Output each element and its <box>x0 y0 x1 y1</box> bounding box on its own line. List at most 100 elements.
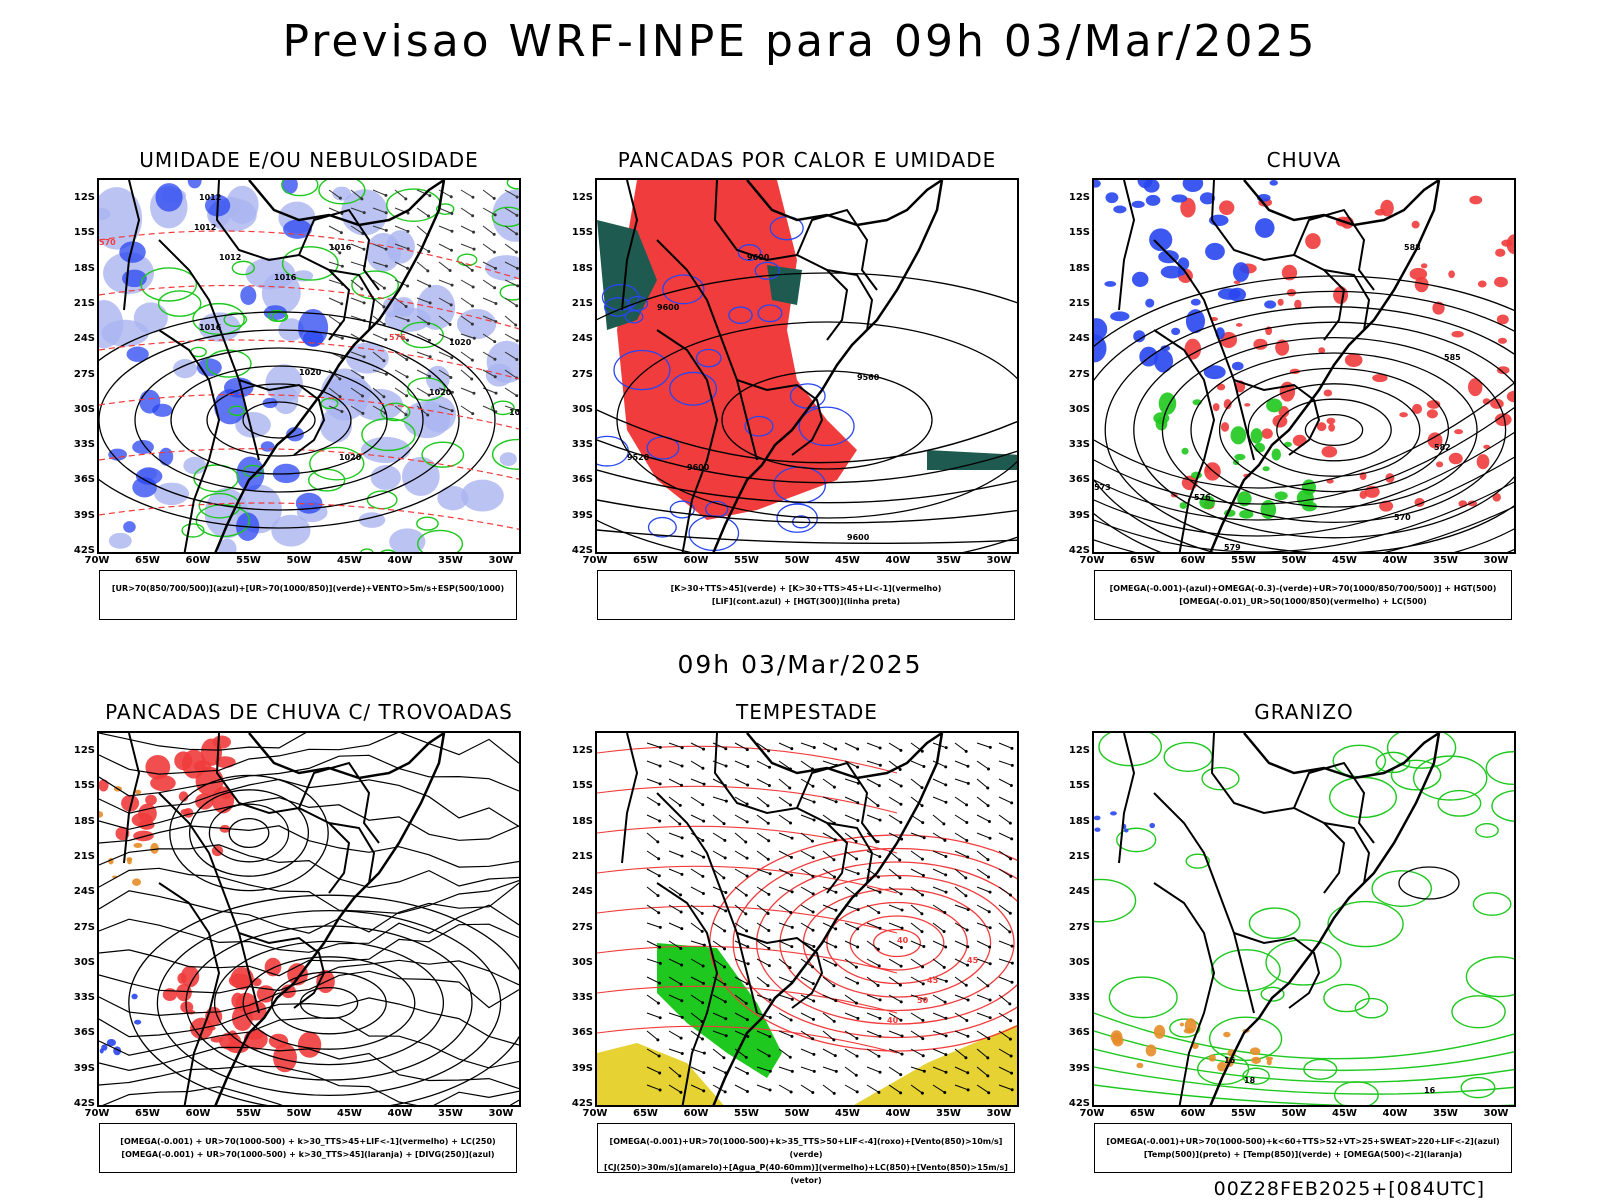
humidity-mid-area <box>389 528 426 552</box>
wind-vector-head <box>744 840 748 844</box>
wind-vector-head <box>339 231 343 235</box>
lat-tick-label: 15S <box>73 227 95 239</box>
wind-vector <box>866 1048 880 1057</box>
state-border <box>328 269 376 331</box>
omega-area <box>1094 180 1101 188</box>
divergence-area <box>101 1044 108 1051</box>
temp850-contour <box>1485 751 1514 786</box>
wind-vector <box>998 742 1013 749</box>
wind-vector <box>328 387 341 397</box>
omega500-area <box>1223 1031 1231 1038</box>
omega-strong-area <box>1230 426 1247 445</box>
wind-vector <box>690 796 704 806</box>
thunder-area <box>176 983 192 1002</box>
wind-vector-head <box>899 945 903 949</box>
wind-vector <box>350 369 364 378</box>
wind-vector-head <box>427 393 431 397</box>
map-canvas: 40 45 50 40 45 <box>597 733 1017 1105</box>
hgt500-contour <box>1104 306 1514 552</box>
wind-vector <box>998 832 1012 840</box>
contour-label: 588 <box>1404 243 1421 252</box>
rain-area <box>1184 338 1202 360</box>
wind-vector <box>394 351 408 360</box>
wind-vector-head <box>811 856 815 860</box>
lat-tick-label: 36S <box>571 1027 593 1039</box>
state-border <box>1293 761 1375 844</box>
wind-vector <box>690 976 704 984</box>
temp850-contour <box>1491 790 1514 822</box>
omega-area <box>1145 298 1155 308</box>
wind-vector <box>800 796 815 803</box>
wind-vector <box>482 279 495 289</box>
wind-vector-head <box>406 284 410 288</box>
wind-vector <box>394 333 408 341</box>
wind-vector-head <box>472 230 476 234</box>
rain-area <box>1244 403 1251 407</box>
wind-vector <box>976 994 991 1001</box>
legend-line: [K>30+TTS>45](verde) + [K>30+TTS>45+LI<-… <box>670 584 942 593</box>
rain-area <box>1477 280 1487 288</box>
humidity-low-contour <box>318 180 366 205</box>
wind-vector-head <box>426 413 430 417</box>
wind-vector <box>998 814 1011 824</box>
wind-vector-head <box>404 413 408 417</box>
lat-tick-label: 18S <box>1068 815 1090 827</box>
rain-area <box>1494 276 1508 288</box>
lon-tick-label: 60W <box>1180 1108 1206 1119</box>
temp850-contour <box>1465 956 1514 998</box>
wind-vector-head <box>789 1090 793 1094</box>
lat-tick-label: 27S <box>1068 921 1090 933</box>
omega-strong-area <box>1179 502 1188 509</box>
wind-vector <box>998 1012 1011 1022</box>
wind-vector-head <box>766 912 770 916</box>
wind-vector <box>844 832 857 842</box>
legend-line: [LIF](cont.azul) + [HGT(300)](linha pret… <box>711 597 901 606</box>
hgt500-contour <box>1094 481 1514 552</box>
contour-label: 9600 <box>687 463 710 472</box>
temp850-contour <box>1386 733 1457 769</box>
wind-vector <box>690 742 704 750</box>
lon-tick-label: 35W <box>1433 1108 1458 1119</box>
legend-line: [UR>70(850/700/500)](azul)+[UR>70(1000/8… <box>111 584 505 593</box>
rain-area <box>1412 403 1423 414</box>
wind-vector-head <box>834 908 838 912</box>
wind-vector-head <box>921 1054 925 1058</box>
wind-vector-head <box>428 301 432 305</box>
humidity-high-area <box>240 285 257 306</box>
wind-vector-head <box>856 801 860 805</box>
wind-vector-head <box>920 804 924 808</box>
wind-vector-head <box>856 747 860 751</box>
wind-vector <box>998 760 1013 766</box>
temp850-contour <box>1437 789 1482 817</box>
wind-vector <box>822 832 836 841</box>
wind-vector <box>350 387 363 397</box>
rain-area <box>1316 422 1327 432</box>
wind-vector <box>822 904 837 911</box>
wind-vector-head <box>944 746 948 750</box>
wind-vector <box>690 1066 705 1074</box>
lat-tick-label: 39S <box>1068 509 1090 521</box>
lon-tick-label: 30W <box>488 1108 514 1119</box>
panel-title-umidade: UMIDADE E/OU NEBULOSIDADE <box>139 148 479 172</box>
coastline <box>712 733 944 1105</box>
wind-vector <box>844 1066 857 1076</box>
wind-vector <box>910 1066 925 1072</box>
lc850-contour <box>597 745 898 774</box>
wind-vector-head <box>679 1036 683 1040</box>
wind-vector <box>800 886 814 895</box>
wind-vector-head <box>470 304 474 308</box>
wind-vector <box>778 868 792 876</box>
streamline <box>99 754 519 797</box>
wind-vector <box>460 351 473 361</box>
footer-run-info: 00Z28FEB2025+[084UTC] <box>1213 1178 1485 1200</box>
lon-tick-label: 55W <box>236 555 261 566</box>
wind-vector-head <box>964 894 968 898</box>
wind-vector-head <box>766 857 770 861</box>
humidity-low-contour <box>281 246 339 281</box>
wind-vector <box>328 225 342 234</box>
lon-tick-label: 30W <box>1483 1108 1509 1119</box>
streamline <box>99 825 519 868</box>
contour-label: 40 <box>887 1016 899 1025</box>
wind-vector <box>690 940 705 946</box>
humidity-high-area <box>123 521 136 533</box>
